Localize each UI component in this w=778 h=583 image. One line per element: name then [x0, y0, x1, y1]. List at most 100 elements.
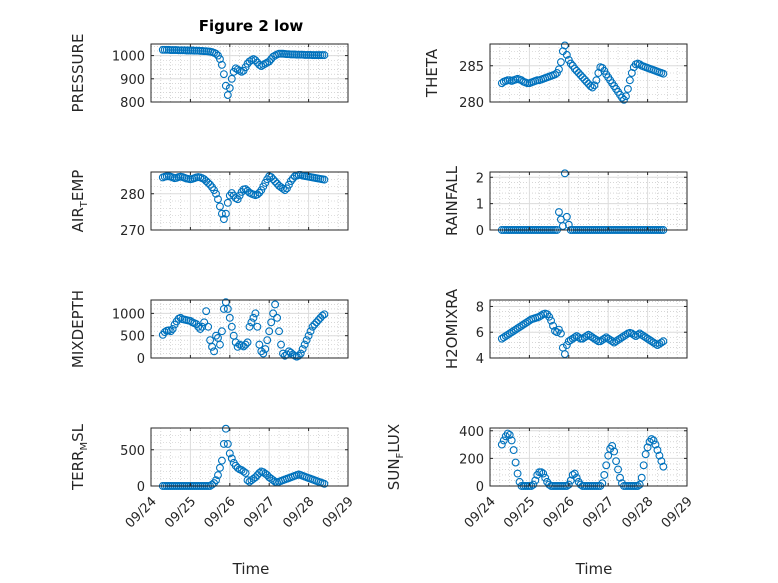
- data-point: [204, 322, 213, 331]
- data-point: [219, 440, 228, 448]
- y-tick-label: 0: [137, 480, 145, 495]
- ylabel-terr-msl: TERRMSL: [69, 423, 90, 491]
- axes-box: [150, 43, 349, 103]
- data-point: [259, 60, 268, 69]
- data-point: [320, 310, 329, 319]
- data-point: [281, 351, 289, 360]
- data-point: [241, 469, 250, 477]
- data-point: [245, 57, 254, 66]
- data-point: [639, 461, 648, 470]
- data-point: [545, 312, 554, 321]
- y-tick-label: 2: [476, 171, 484, 186]
- data-point: [265, 57, 274, 66]
- data-point: [219, 70, 228, 79]
- data-point: [549, 321, 557, 330]
- data-point: [296, 349, 305, 358]
- data-point: [503, 429, 512, 438]
- data-point: [249, 313, 258, 322]
- data-point: [271, 300, 280, 309]
- y-tick-label: 280: [120, 188, 145, 203]
- data-point: [227, 454, 236, 463]
- data-point: [627, 329, 636, 338]
- data-point: [196, 325, 205, 333]
- data-point: [320, 51, 329, 60]
- data-point: [637, 330, 646, 339]
- data-point: [253, 322, 262, 331]
- data-point: [216, 202, 224, 211]
- subplot-pressure: 800 900 1000 PRESSURE: [69, 34, 349, 113]
- data-point: [653, 341, 662, 350]
- data-point: [560, 169, 569, 178]
- data-point: [509, 446, 518, 455]
- data-point: [592, 76, 601, 85]
- y-tick-label: 900: [120, 73, 145, 88]
- data-point: [312, 318, 321, 327]
- subplot-h2omixra: 4 6 8 H2OMIXRA: [443, 288, 688, 369]
- data-point: [308, 322, 317, 331]
- data-point: [507, 436, 516, 445]
- data-point: [505, 430, 514, 439]
- data-point: [551, 70, 559, 79]
- data-point: [306, 327, 315, 336]
- data-point: [614, 336, 622, 344]
- data-point: [643, 443, 652, 452]
- data-point: [602, 461, 611, 470]
- data-point: [556, 58, 565, 67]
- data-point: [570, 64, 579, 73]
- data-point: [513, 324, 522, 333]
- data-point: [659, 462, 668, 471]
- data-point: [649, 338, 658, 347]
- data-point: [608, 337, 617, 346]
- data-point: [554, 325, 563, 334]
- data-point: [659, 69, 668, 78]
- data-point: [547, 316, 556, 325]
- data-point: [643, 334, 652, 343]
- data-point: [223, 304, 232, 313]
- data-point: [217, 327, 226, 336]
- data-point: [194, 322, 203, 331]
- data-point: [608, 442, 617, 450]
- data-point: [621, 92, 630, 101]
- y-tick-label: 1: [476, 198, 484, 213]
- x-tick-label: 09/26: [541, 494, 578, 531]
- y-tick-label: 500: [120, 444, 145, 459]
- data-point: [269, 175, 278, 184]
- data-point: [160, 328, 169, 337]
- data-point: [564, 337, 573, 346]
- data-point: [219, 215, 228, 224]
- data-point: [255, 469, 264, 477]
- data-point: [618, 333, 626, 342]
- data-point: [261, 345, 270, 354]
- data-point: [554, 65, 563, 74]
- data-point: [618, 93, 626, 102]
- subplot-theta: 280 285 THETA: [423, 41, 688, 111]
- data-point: [216, 463, 224, 472]
- data-point: [596, 337, 605, 346]
- data-point: [598, 336, 607, 344]
- data-point: [602, 333, 611, 342]
- y-tick-label: 270: [120, 224, 145, 239]
- data-point: [223, 440, 232, 448]
- data-point: [233, 342, 242, 351]
- data-point: [604, 451, 613, 460]
- ylabel-pressure: PRESSURE: [69, 34, 87, 113]
- y-tick-label: 200: [459, 452, 484, 467]
- data-point: [271, 177, 280, 186]
- data-point: [576, 480, 585, 489]
- data-point: [572, 66, 581, 75]
- data-point: [501, 332, 510, 341]
- data-point: [580, 333, 589, 342]
- data-point: [659, 337, 668, 346]
- y-tick-label: 1000: [112, 50, 145, 65]
- axes-box: [150, 299, 349, 359]
- data-point: [558, 222, 567, 230]
- x-tick-label: 09/27: [580, 494, 617, 531]
- data-point: [318, 311, 327, 320]
- data-point: [531, 476, 540, 485]
- data-point: [614, 465, 622, 474]
- data-point: [320, 175, 329, 184]
- data-point: [582, 77, 591, 86]
- data-point: [511, 325, 520, 334]
- data-point: [273, 313, 282, 322]
- data-point: [231, 64, 240, 73]
